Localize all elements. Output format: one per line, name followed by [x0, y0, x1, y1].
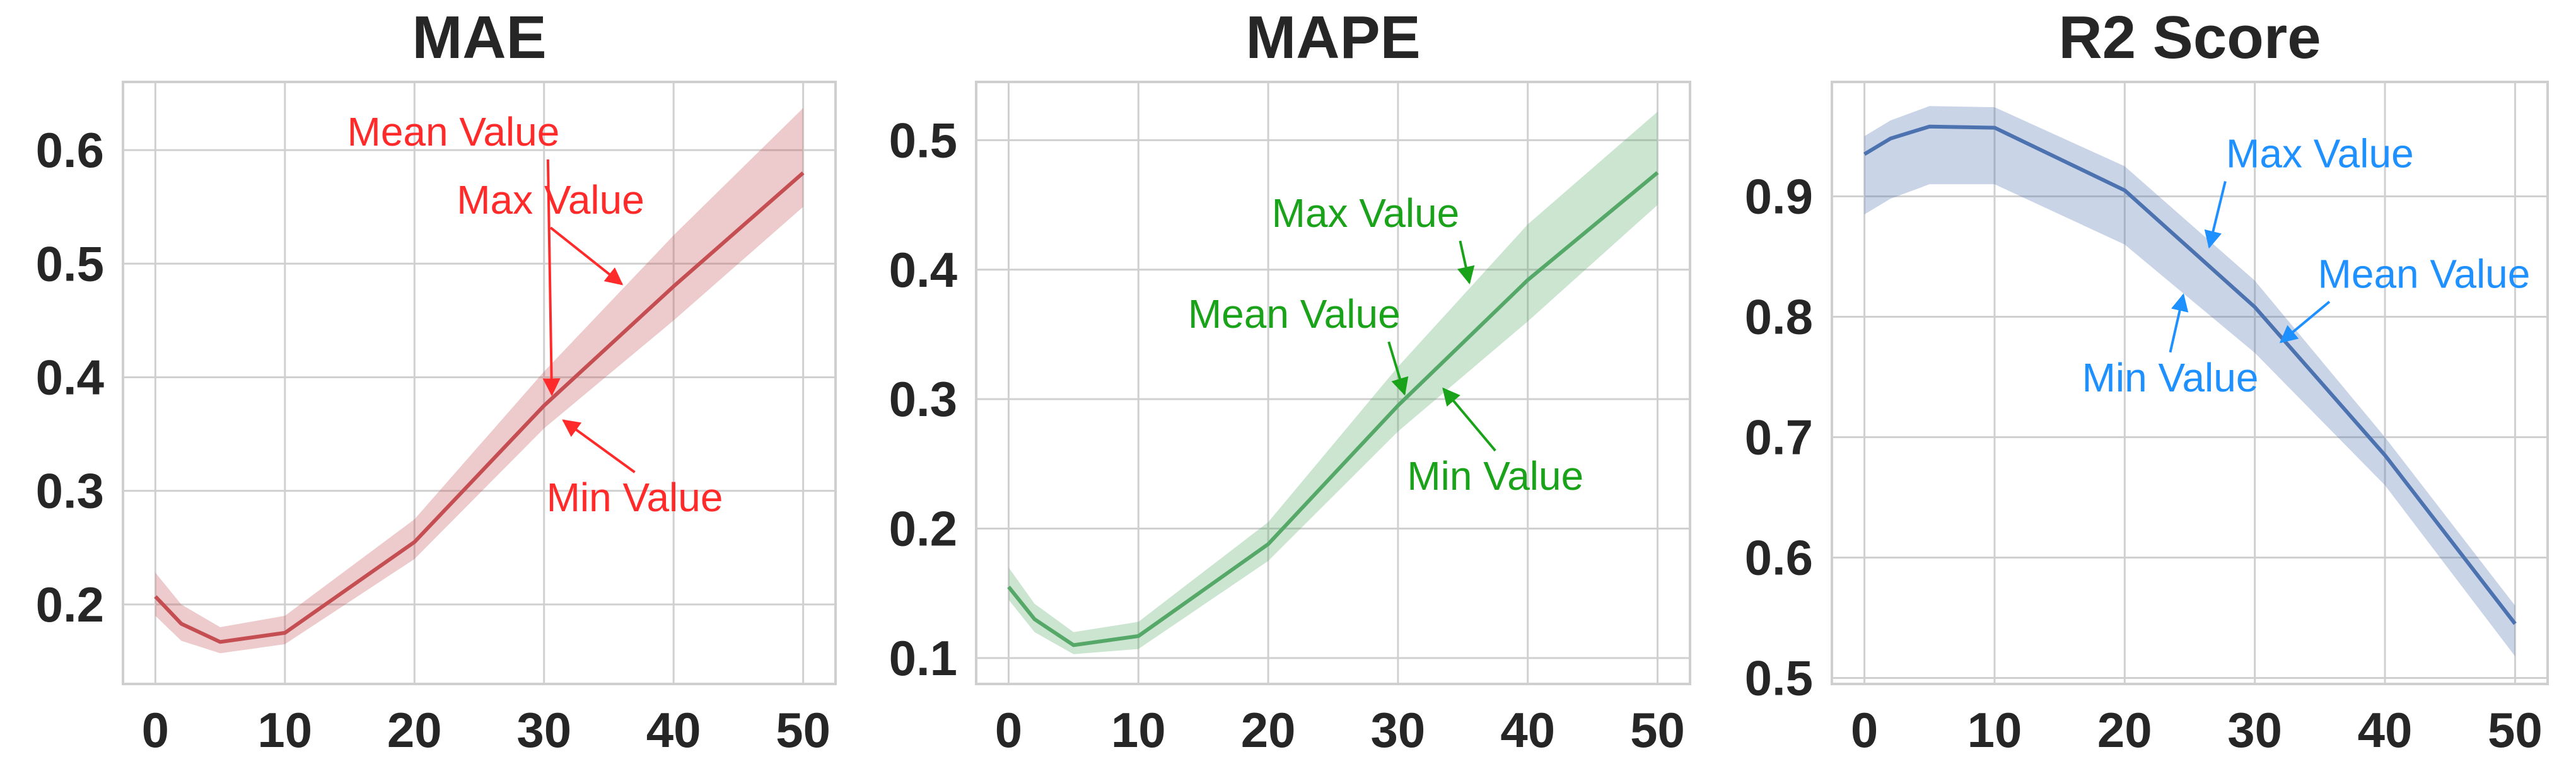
- x-tick-label: 20: [1241, 702, 1296, 758]
- data-point: [801, 171, 805, 175]
- y-tick-label: 0.2: [36, 577, 104, 632]
- y-tick-label: 0.6: [36, 122, 104, 178]
- annotation-arrow-mean-value: [542, 159, 561, 397]
- data-point: [1266, 542, 1270, 546]
- x-tick-label: 30: [516, 702, 571, 758]
- y-tick-label: 0.3: [889, 371, 957, 427]
- data-point: [1396, 403, 1400, 407]
- data-point: [1136, 634, 1140, 638]
- chart-title-r2-score: R2 Score: [2058, 4, 2321, 71]
- data-point: [179, 622, 183, 626]
- series-line-mean-r2-score: [1863, 124, 2517, 625]
- annotation-max-value: Max Value: [457, 177, 644, 223]
- x-tick-label: 50: [2488, 702, 2543, 758]
- axes-frame-mae: [122, 81, 837, 685]
- x-tick-label: 40: [646, 702, 701, 758]
- chart-title-mae: MAE: [412, 4, 546, 71]
- plot-mape: 0 10 20 30 40 50 0.1 0.2 0.3 0.4 0.5 MAPE Max Value M…: [889, 4, 1691, 758]
- y-tick-label: 0.3: [36, 463, 104, 519]
- annotation-mean-value: Mean Value: [1188, 291, 1401, 337]
- data-point: [1656, 171, 1660, 175]
- annotation-mean-value: Mean Value: [2318, 252, 2531, 297]
- y-tick-label: 0.8: [1745, 289, 1813, 344]
- data-point: [542, 404, 546, 408]
- data-point: [2513, 622, 2517, 626]
- x-tick-label: 10: [1111, 702, 1166, 758]
- annotation-max-value: Max Value: [1272, 190, 1460, 236]
- x-tick-label: 30: [2227, 702, 2282, 758]
- y-tick-label: 0.5: [889, 112, 957, 168]
- x-tick-label: 0: [995, 702, 1022, 758]
- data-point: [1526, 278, 1530, 282]
- annotation-arrow-max-value: [1457, 240, 1475, 285]
- data-point: [283, 631, 287, 635]
- annotation-mean-value: Mean Value: [347, 109, 560, 154]
- x-tick-label: 40: [2358, 702, 2413, 758]
- x-tick-label: 50: [1630, 702, 1685, 758]
- data-point: [2253, 305, 2257, 309]
- axes-frame-mape: [975, 81, 1691, 685]
- annotation-min-value: Min Value: [547, 475, 723, 520]
- data-point: [672, 284, 675, 288]
- x-tick-label: 0: [142, 702, 169, 758]
- data-point: [1071, 643, 1075, 647]
- y-tick-label: 0.1: [889, 630, 957, 686]
- plot-area-mae: [123, 82, 836, 684]
- annotation-arrow-min-value: [1442, 387, 1496, 452]
- axes-frame-r2-score: [1831, 81, 2549, 685]
- x-tick-label: 0: [1851, 702, 1878, 758]
- annotation-min-value: Min Value: [2082, 355, 2259, 400]
- data-point: [153, 594, 157, 598]
- x-tick-label: 20: [2097, 702, 2152, 758]
- annotation-max-value: Max Value: [2226, 131, 2414, 177]
- data-point: [1928, 125, 1932, 129]
- x-tick-label: 20: [387, 702, 442, 758]
- data-point: [1033, 617, 1037, 621]
- data-point: [1993, 126, 1996, 130]
- annotation-arrow-mean-value: [2279, 301, 2331, 344]
- x-tick-label: 30: [1371, 702, 1426, 758]
- x-tick-label: 10: [1967, 702, 2022, 758]
- data-point: [2383, 453, 2387, 457]
- data-point: [1863, 153, 1867, 156]
- y-tick-label: 0.6: [1745, 530, 1813, 585]
- y-tick-label: 0.5: [1745, 650, 1813, 705]
- y-tick-label: 0.7: [1745, 409, 1813, 465]
- y-tick-label: 0.9: [1745, 168, 1813, 224]
- data-point: [412, 540, 416, 544]
- series-line-mean-mape: [1007, 171, 1659, 647]
- annotation-min-value: Min Value: [1407, 453, 1583, 499]
- y-tick-label: 0.2: [889, 501, 957, 557]
- annotation-arrow-max-value: [2204, 181, 2227, 249]
- series-line-mean-mae: [154, 171, 805, 644]
- y-tick-label: 0.4: [36, 349, 104, 405]
- band-r2-score: [1864, 106, 2515, 657]
- annotation-arrow-max-value: [549, 226, 624, 286]
- y-tick-label: 0.5: [36, 236, 104, 291]
- chart-title-mape: MAPE: [1245, 4, 1420, 71]
- y-tick-label: 0.4: [889, 242, 957, 298]
- plot-area-r2-score: [1832, 82, 2548, 684]
- annotation-arrow-mean-value: [1387, 341, 1409, 396]
- plot-r2-score: 0 10 20 30 40 50 0.5 0.6 0.7 0.8 0.9 R2 Score Max Va…: [1745, 4, 2549, 758]
- data-point: [218, 640, 222, 644]
- annotation-arrow-min-value: [562, 419, 636, 473]
- annotation-arrow-min-value: [2169, 293, 2189, 353]
- plot-area-mape: [976, 82, 1690, 684]
- data-point: [1006, 585, 1010, 589]
- x-tick-label: 40: [1500, 702, 1555, 758]
- plot-mae: 0 10 20 30 40 50 0.2 0.3 0.4 0.5 0.6 MAE Max Value Me…: [36, 4, 837, 758]
- data-point: [1889, 137, 1892, 141]
- x-tick-label: 50: [776, 702, 830, 758]
- x-tick-label: 10: [257, 702, 312, 758]
- data-point: [2123, 188, 2126, 192]
